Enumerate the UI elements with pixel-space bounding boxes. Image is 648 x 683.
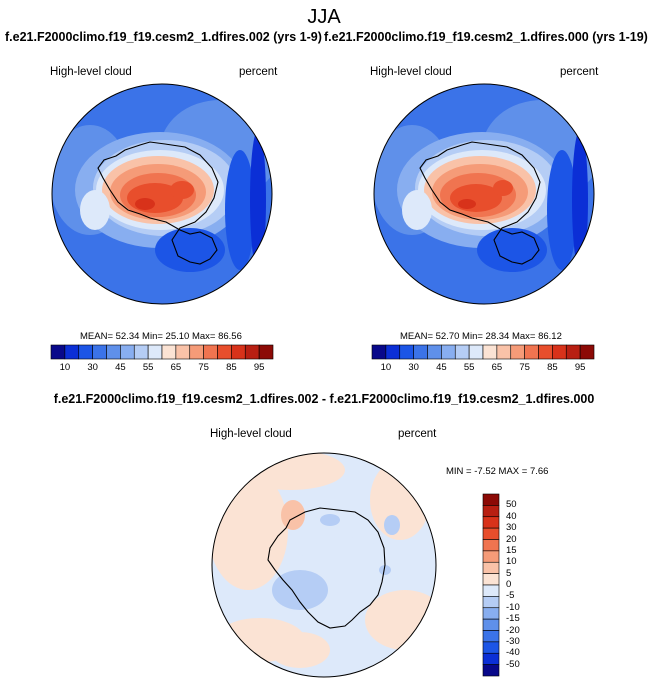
colorbar-panel1-tick-label: 55 <box>142 362 154 373</box>
panel2-units-label: percent <box>560 66 599 78</box>
figure-title: JJA <box>307 6 341 28</box>
colorbar-diff-ticks: 50 40 30 20 15 10 5 0 -5 -10 -15 -20 -30 -40 -50 <box>506 494 536 676</box>
colorbar-panel2-tick-label: 55 <box>463 362 475 373</box>
colorbar-panel2-swatch <box>579 344 595 360</box>
colorbar-panel2-tick-label: 10 <box>380 362 392 373</box>
colorbar-diff-tick-label: 10 <box>506 556 517 568</box>
colorbar-diff <box>482 493 500 677</box>
colorbar-diff-tick-label: -30 <box>506 635 520 647</box>
colorbar-diff-tick-label: -5 <box>506 590 515 602</box>
colorbar-diff-tick-label: -40 <box>506 647 520 659</box>
colorbar-panel1 <box>50 344 274 360</box>
diff-title: f.e21.F2000climo.f19_f19.cesm2_1.dfires.… <box>53 392 595 406</box>
colorbar-diff-swatch <box>482 596 500 609</box>
colorbar-panel2-tick-label: 45 <box>436 362 447 373</box>
colorbar-diff-swatch <box>482 527 500 540</box>
colorbar-panel1-ticks: 10 30 45 55 65 75 85 95 <box>51 362 273 374</box>
colorbar-panel1-tick-label: 95 <box>253 362 265 373</box>
panel1-coastline <box>97 141 219 265</box>
panel2-stats: MEAN= 52.70 Min= 28.34 Max= 86.12 <box>400 331 562 342</box>
colorbar-diff-swatch <box>482 641 500 654</box>
colorbar-diff-swatch <box>482 630 500 643</box>
colorbar-diff-swatch <box>482 493 500 506</box>
colorbar-diff-tick-label: -15 <box>506 613 520 625</box>
panel3-stats: MIN = -7.52 MAX = 7.66 <box>446 466 549 477</box>
panel2-variable-label: High-level cloud <box>370 66 452 78</box>
colorbar-diff-tick-label: -10 <box>506 601 520 613</box>
colorbar-panel1-tick-label: 30 <box>87 362 98 373</box>
colorbar-diff-tick-label: -20 <box>506 624 520 636</box>
colorbar-panel1-tick-label: 65 <box>170 362 182 373</box>
colorbar-diff-swatch <box>482 664 500 677</box>
colorbar-diff-tick-label: 0 <box>506 579 512 590</box>
colorbar-diff-tick-label: 20 <box>506 533 517 545</box>
case-title-right: f.e21.F2000climo.f19_f19.cesm2_1.dfires.… <box>324 30 648 44</box>
colorbar-panel1-tick-label: 10 <box>59 362 71 373</box>
panel3-coastline <box>267 507 386 629</box>
panel1-stats: MEAN= 52.34 Min= 25.10 Max= 86.56 <box>80 331 242 342</box>
colorbar-diff-swatch <box>482 584 500 597</box>
colorbar-panel2-tick-label: 30 <box>408 362 419 373</box>
colorbar-panel1-swatch <box>258 344 274 360</box>
panel1-units-label: percent <box>239 66 278 78</box>
colorbar-diff-swatch <box>482 573 500 586</box>
colorbar-diff-tick-label: 40 <box>506 510 517 522</box>
panel2-coastline <box>419 141 541 265</box>
colorbar-diff-swatch <box>482 561 500 574</box>
colorbar-panel1-tick-label: 45 <box>115 362 126 373</box>
panel3-variable-label: High-level cloud <box>210 428 292 440</box>
colorbar-panel2-ticks: 10 30 45 55 65 75 85 95 <box>372 362 594 374</box>
colorbar-panel2-tick-label: 85 <box>547 362 558 373</box>
colorbar-panel1-tick-label: 75 <box>198 362 209 373</box>
panel1-variable-label: High-level cloud <box>50 66 132 78</box>
colorbar-diff-swatch <box>482 505 500 518</box>
colorbar-panel2-tick-label: 95 <box>574 362 586 373</box>
colorbar-diff-tick-label: 5 <box>506 567 512 579</box>
colorbar-diff-tick-label: 15 <box>506 544 517 556</box>
colorbar-diff-swatch <box>482 618 500 631</box>
colorbar-diff-tick-label: 50 <box>506 499 517 511</box>
panel3-units-label: percent <box>398 428 437 440</box>
colorbar-diff-swatch <box>482 652 500 665</box>
colorbar-diff-swatch <box>482 516 500 529</box>
colorbar-panel2-tick-label: 65 <box>491 362 503 373</box>
colorbar-diff-tick-label: -50 <box>506 658 520 670</box>
colorbar-diff-swatch <box>482 607 500 620</box>
colorbar-panel1-tick-label: 85 <box>226 362 237 373</box>
colorbar-diff-tick-label: 30 <box>506 522 517 534</box>
case-title-left: f.e21.F2000climo.f19_f19.cesm2_1.dfires.… <box>5 30 322 44</box>
colorbar-panel2-tick-label: 75 <box>519 362 530 373</box>
colorbar-diff-swatch <box>482 539 500 552</box>
colorbar-panel2 <box>371 344 595 360</box>
colorbar-diff-swatch <box>482 550 500 563</box>
